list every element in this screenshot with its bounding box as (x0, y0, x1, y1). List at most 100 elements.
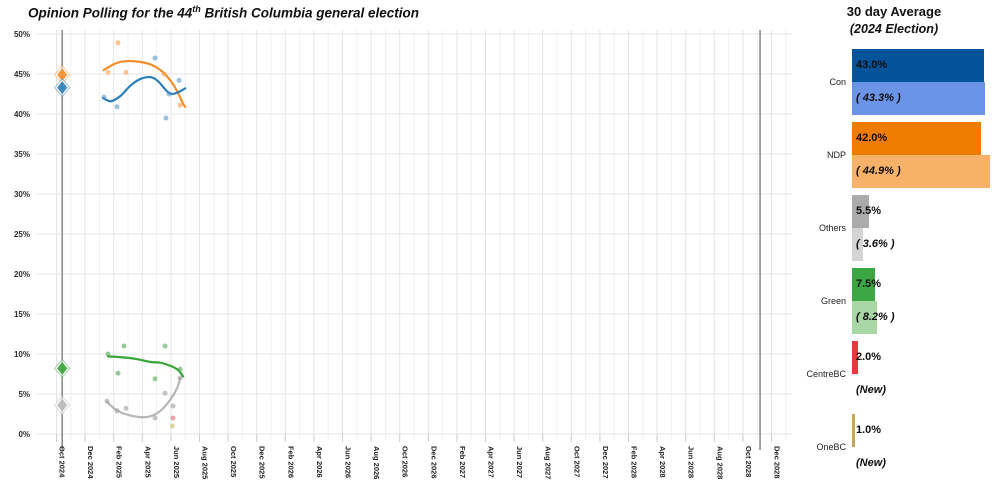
legend-subtitle: (2024 Election) (849, 22, 939, 36)
election-bar-green (852, 301, 878, 334)
average-bar-green (852, 268, 876, 301)
x-tick-label: Dec 2026 (429, 446, 438, 479)
y-tick-label: 50% (14, 30, 30, 39)
average-bar-centrebc (852, 341, 859, 374)
party-group-centrebc: CentreBC 2.0% (New) (800, 341, 1000, 407)
x-tick-label: Apr 2026 (315, 446, 324, 478)
election-value-label: ( 8.2% ) (856, 311, 895, 323)
election-result-marker-con (57, 81, 68, 95)
y-tick-label: 10% (14, 350, 30, 359)
x-tick-label: Feb 2028 (630, 446, 639, 478)
party-label-ndp: NDP (826, 150, 846, 160)
average-bar-ndp (852, 122, 981, 155)
poll-point-others (123, 405, 129, 411)
poll-point-green (105, 351, 111, 357)
x-tick-label: Dec 2028 (773, 446, 782, 479)
x-tick-label: Dec 2027 (601, 446, 610, 479)
poll-point-others (104, 398, 110, 404)
party-group-green: Green 7.5% ( 8.2% ) (800, 268, 1000, 334)
y-tick-label: 0% (18, 430, 30, 439)
average-bar-row: 43.0% (852, 49, 1000, 82)
poll-point-ndp (161, 71, 167, 77)
election-bar-row: ( 44.9% ) (852, 155, 1000, 188)
election-value-label: ( 43.3% ) (856, 92, 901, 104)
average-bar-row: 2.0% (852, 341, 1000, 374)
party-label-con: Con (829, 77, 846, 87)
x-tick-label: Jun 2025 (172, 446, 181, 478)
party-group-others: Others 5.5% ( 3.6% ) (800, 195, 1000, 261)
average-value-label: 42.0% (856, 132, 888, 144)
election-bar-row: (New) (852, 447, 1000, 480)
x-tick-label: Apr 2025 (143, 446, 152, 478)
poll-point-others (152, 415, 158, 421)
x-tick-label: Aug 2027 (544, 446, 553, 479)
poll-point-green (152, 376, 158, 382)
party-label-centrebc: CentreBC (806, 369, 846, 379)
y-tick-label: 45% (14, 70, 30, 79)
x-tick-label: Jun 2028 (687, 446, 696, 478)
average-bar-row: 5.5% (852, 195, 1000, 228)
election-bar-others (852, 228, 864, 261)
x-tick-label: Oct 2024 (58, 446, 67, 478)
average-value-label: 2.0% (856, 351, 882, 363)
average-value-label: 5.5% (856, 205, 882, 217)
poll-point-others (170, 403, 176, 409)
y-tick-label: 20% (14, 270, 30, 279)
average-bar-row: 7.5% (852, 268, 1000, 301)
y-tick-label: 40% (14, 110, 30, 119)
average-bar-row: 1.0% (852, 414, 1000, 447)
poll-point-con (163, 115, 169, 121)
election-value-label: ( 3.6% ) (856, 238, 895, 250)
x-tick-label: Dec 2025 (258, 446, 267, 479)
average-value-label: 7.5% (856, 278, 882, 290)
y-tick-label: 30% (14, 190, 30, 199)
poll-point-ndp (105, 69, 111, 75)
election-bar-row: ( 43.3% ) (852, 82, 1000, 115)
election-bar-row: (New) (852, 374, 1000, 407)
party-group-onebc: OneBC 1.0% (New) (800, 414, 1000, 480)
y-tick-label: 35% (14, 150, 30, 159)
poll-point-con (114, 104, 120, 110)
election-bar-ndp (852, 155, 990, 188)
trend-line-green (106, 355, 185, 378)
trend-line-con (101, 75, 187, 103)
trend-line-ndp (102, 60, 187, 108)
election-bar-row: ( 3.6% ) (852, 228, 1000, 261)
y-tick-label: 5% (18, 390, 30, 399)
x-tick-label: Aug 2028 (715, 446, 724, 479)
x-tick-label: Apr 2028 (658, 446, 667, 478)
election-result-marker-green (57, 361, 68, 375)
chart-title: Opinion Polling for the 44th British Col… (28, 4, 419, 21)
x-tick-label: Apr 2027 (487, 446, 496, 478)
party-group-con: Con 43.0% ( 43.3% ) (800, 49, 1000, 115)
poll-point-con (166, 91, 172, 97)
legend-panel: 30 day Average (2024 Election) Con 43.0% (… (800, 0, 1000, 500)
x-tick-label: Dec 2024 (86, 446, 95, 479)
poll-point-ndp (115, 40, 121, 46)
average-bar-others (852, 195, 869, 228)
poll-point-green (162, 343, 168, 349)
x-tick-label: Oct 2026 (401, 446, 410, 477)
party-label-others: Others (818, 223, 846, 233)
poll-point-con (152, 55, 158, 61)
party-label-onebc: OneBC (816, 442, 846, 452)
legend-title: 30 day Average (846, 4, 942, 19)
election-bar-con (852, 82, 985, 115)
election-result-marker-others (57, 398, 68, 412)
poll-point-others (162, 390, 168, 396)
poll-point-ndp (177, 102, 183, 108)
party-group-ndp: NDP 42.0% ( 44.9% ) (800, 122, 1000, 188)
election-value-label: ( 44.9% ) (856, 165, 901, 177)
average-value-label: 1.0% (856, 424, 882, 436)
party-label-green: Green (820, 296, 846, 306)
x-tick-label: Jun 2027 (515, 446, 524, 478)
poll-point-con (101, 94, 107, 100)
average-bar-onebc (852, 414, 856, 447)
x-tick-label: Aug 2026 (372, 446, 381, 479)
x-tick-label: Oct 2028 (744, 446, 753, 477)
poll-point-ndp (123, 69, 129, 75)
average-value-label: 43.0% (856, 59, 888, 71)
poll-point-onebc (169, 423, 175, 429)
y-tick-label: 25% (14, 230, 30, 239)
